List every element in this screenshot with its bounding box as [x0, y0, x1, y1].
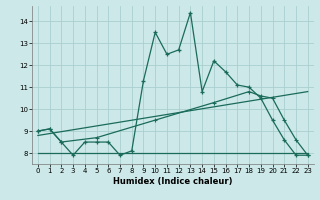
X-axis label: Humidex (Indice chaleur): Humidex (Indice chaleur)	[113, 177, 233, 186]
